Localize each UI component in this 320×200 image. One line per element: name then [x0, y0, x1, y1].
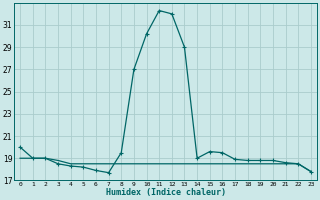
X-axis label: Humidex (Indice chaleur): Humidex (Indice chaleur) [106, 188, 226, 197]
